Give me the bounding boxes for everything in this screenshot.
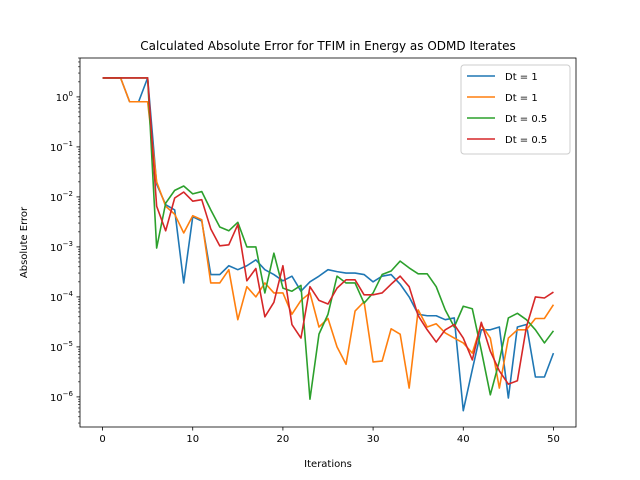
legend: Dt = 1 Dt = 1 Dt = 0.5 Dt = 0.5 bbox=[460, 64, 571, 155]
legend-label-4: Dt = 0.5 bbox=[505, 135, 547, 146]
y-axis-label: Absolute Error bbox=[19, 206, 30, 278]
x-axis: 0 10 20 30 40 50 bbox=[99, 427, 560, 445]
y-tick-label: 10−4 bbox=[50, 290, 74, 304]
legend-label-2: Dt = 1 bbox=[505, 93, 538, 104]
y-tick-label: 10−3 bbox=[50, 240, 73, 254]
x-tick-label: 40 bbox=[457, 434, 470, 445]
y-tick-label: 10−6 bbox=[50, 390, 74, 404]
x-tick-label: 10 bbox=[186, 434, 199, 445]
legend-label-3: Dt = 0.5 bbox=[505, 114, 547, 125]
x-tick-label: 0 bbox=[99, 434, 105, 445]
x-tick-label: 50 bbox=[547, 434, 560, 445]
chart-title: Calculated Absolute Error for TFIM in En… bbox=[140, 39, 515, 53]
x-tick-label: 30 bbox=[367, 434, 380, 445]
series-layer bbox=[102, 77, 555, 412]
y-tick-label: 100 bbox=[56, 90, 73, 104]
y-tick-label: 10−2 bbox=[50, 190, 73, 204]
series-line-4 bbox=[102, 77, 554, 385]
x-axis-label: Iterations bbox=[304, 459, 352, 470]
y-tick-label: 10−1 bbox=[50, 140, 73, 154]
legend-frame bbox=[460, 64, 571, 155]
legend-label-1: Dt = 1 bbox=[505, 72, 538, 83]
plot-area bbox=[79, 57, 577, 428]
y-tick-label: 10−5 bbox=[50, 340, 73, 354]
y-axis: 10−6 10−5 10−4 10−3 10−2 10−1 100 bbox=[50, 57, 80, 424]
series-line-1 bbox=[102, 77, 555, 412]
x-tick-label: 20 bbox=[277, 434, 290, 445]
plot-frame bbox=[79, 57, 577, 428]
